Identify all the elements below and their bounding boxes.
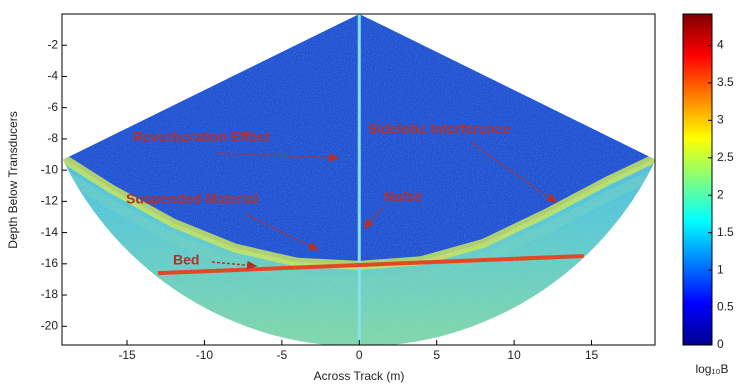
colorbar-tick-label: 3 (717, 113, 724, 127)
y-tick-label: -16 (41, 256, 59, 270)
annotation-arrow (469, 141, 558, 203)
x-tick-label: 10 (507, 348, 521, 362)
colorbar (682, 13, 713, 346)
annotation: Bed (173, 252, 199, 268)
annotation-arrow (362, 208, 383, 230)
y-tick-label: -12 (41, 194, 59, 208)
annotation-arrow (217, 152, 340, 163)
speckle (62, 14, 655, 345)
y-tick-label: -10 (41, 162, 59, 176)
sonar-image (62, 14, 655, 345)
x-tick-label: 0 (356, 348, 363, 362)
y-tick-label: -2 (47, 37, 58, 51)
colorbar-tick-label: 3.5 (717, 75, 734, 89)
colorbar-tick-label: 1 (717, 262, 724, 276)
annotation-arrow (244, 213, 320, 251)
annotation-arrow (211, 260, 258, 270)
plot-frame (61, 13, 656, 346)
x-tick-label: 15 (585, 348, 599, 362)
colorbar-tick-label: 0.5 (717, 300, 734, 314)
annotation: Suspended Material (126, 191, 258, 207)
y-tick-label: -6 (47, 100, 58, 114)
x-tick-label: 5 (433, 348, 440, 362)
x-axis-label: Across Track (m) (314, 369, 405, 383)
y-tick-label: -8 (47, 131, 58, 145)
colorbar-tick-label: 1.5 (717, 225, 734, 239)
annotation: Reverberation Effect (133, 129, 270, 145)
plot-area (62, 14, 655, 345)
annotation: Noise (384, 189, 422, 205)
colorbar-tick-label: 4 (717, 38, 724, 52)
x-tick-label: -15 (118, 348, 136, 362)
colorbar-tick-label: 2 (717, 187, 724, 201)
x-tick-label: -10 (196, 348, 214, 362)
y-tick-label: -18 (41, 287, 59, 301)
y-tick-label: -4 (47, 69, 58, 83)
colorbar-tick-label: 0 (717, 337, 724, 351)
x-tick-label: -5 (277, 348, 288, 362)
y-axis-label: Depth Below Transducers (6, 111, 20, 248)
y-tick-label: -20 (41, 318, 59, 332)
annotation: Sidelobe Interference (368, 121, 511, 137)
colorbar-label: log₁₀B (695, 362, 728, 376)
y-tick-label: -14 (41, 225, 59, 239)
colorbar-tick-label: 2.5 (717, 150, 734, 164)
